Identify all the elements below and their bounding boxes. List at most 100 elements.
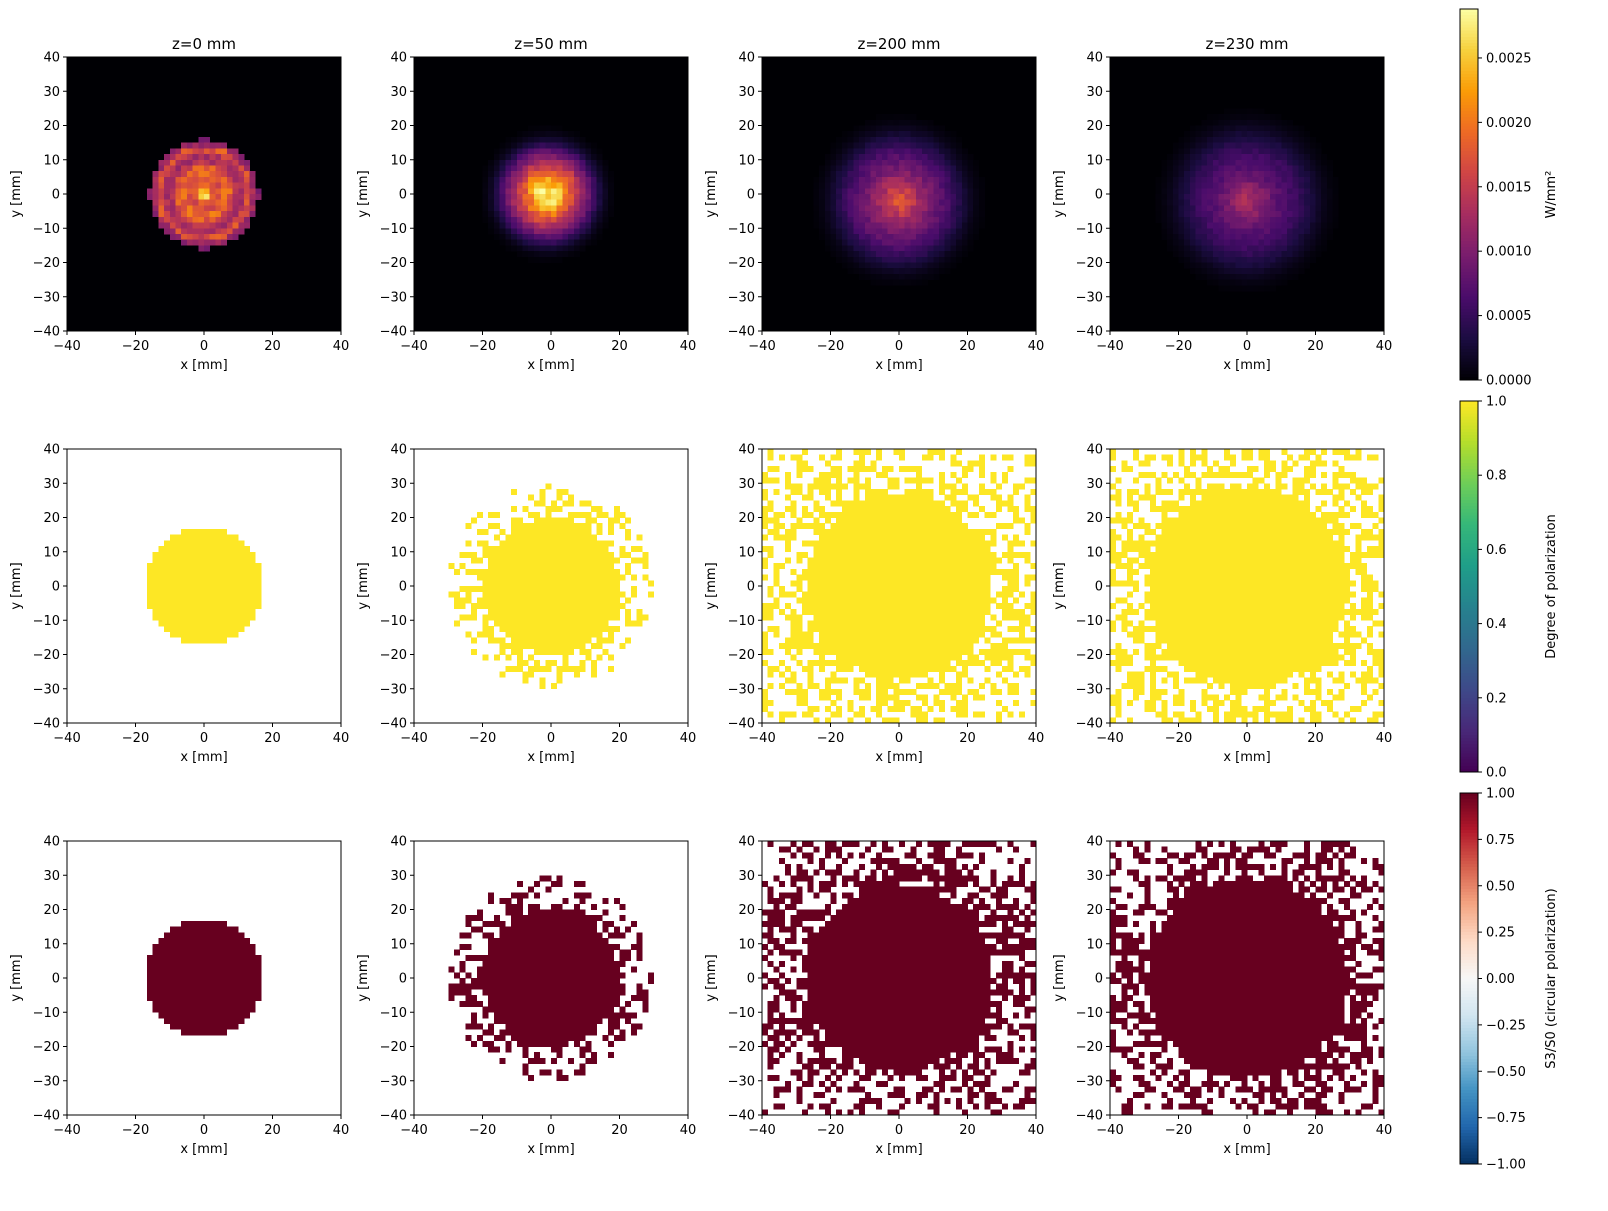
heatmap-cell bbox=[539, 154, 546, 161]
heatmap-cell bbox=[801, 631, 808, 638]
heatmap-cell bbox=[545, 523, 552, 530]
heatmap-cell bbox=[545, 506, 552, 513]
heatmap-cell bbox=[1309, 148, 1316, 155]
heatmap-cell bbox=[1189, 154, 1196, 161]
heatmap-cell bbox=[938, 251, 945, 258]
heatmap-cell bbox=[881, 677, 888, 684]
heatmap-cells bbox=[482, 125, 615, 263]
heatmap-cell bbox=[904, 251, 911, 258]
heatmap-cell bbox=[1326, 233, 1333, 240]
heatmap-cell bbox=[545, 625, 552, 632]
heatmap-cell bbox=[819, 591, 826, 598]
heatmap-cell bbox=[1189, 194, 1196, 201]
heatmap-cell bbox=[1326, 216, 1333, 223]
heatmap-cell bbox=[1315, 194, 1322, 201]
heatmap-cell bbox=[973, 216, 980, 223]
heatmap-cell bbox=[881, 142, 888, 149]
heatmap-cell bbox=[921, 551, 928, 558]
heatmap-cell bbox=[876, 665, 883, 672]
heatmap-cell bbox=[642, 574, 649, 581]
x-tick-label: −40 bbox=[400, 731, 427, 746]
heatmap-cell bbox=[938, 488, 945, 495]
heatmap-cell bbox=[232, 620, 239, 627]
heatmap-cell bbox=[876, 211, 883, 218]
heatmap-cell bbox=[226, 597, 233, 604]
heatmap-cell bbox=[927, 528, 934, 535]
heatmap-cell bbox=[887, 176, 894, 183]
y-tick-label: 30 bbox=[1086, 85, 1103, 100]
heatmap-cell bbox=[556, 494, 563, 501]
heatmap-cell bbox=[1178, 171, 1185, 178]
heatmap-cell bbox=[1195, 159, 1202, 166]
heatmap-cell bbox=[899, 665, 906, 672]
heatmap-cell bbox=[243, 563, 250, 570]
heatmap-cell bbox=[813, 506, 820, 513]
heatmap-cell bbox=[1235, 119, 1242, 126]
heatmap-cell bbox=[933, 171, 940, 178]
heatmap-cell bbox=[950, 148, 957, 155]
heatmap-cell bbox=[881, 222, 888, 229]
heatmap-cell bbox=[864, 528, 871, 535]
heatmap-cell bbox=[870, 488, 877, 495]
heatmap-cell bbox=[511, 228, 518, 235]
heatmap-cell bbox=[539, 546, 546, 553]
heatmap-cell bbox=[556, 211, 563, 218]
heatmap-cell bbox=[996, 717, 1003, 724]
heatmap-cell bbox=[996, 620, 1003, 627]
heatmap-cell bbox=[1013, 625, 1020, 632]
heatmap-cell bbox=[927, 131, 934, 138]
heatmap-cell bbox=[198, 239, 205, 246]
heatmap-cell bbox=[961, 631, 968, 638]
heatmap-cell bbox=[1235, 131, 1242, 138]
heatmap-cell bbox=[973, 574, 980, 581]
heatmap-cell bbox=[824, 705, 831, 712]
heatmap-cell bbox=[198, 591, 205, 598]
heatmap-cell bbox=[608, 591, 615, 598]
heatmap-cell bbox=[1241, 136, 1248, 143]
heatmap-cell bbox=[859, 568, 866, 575]
heatmap-cell bbox=[568, 239, 575, 246]
heatmap-cell bbox=[613, 614, 620, 621]
heatmap-cell bbox=[232, 540, 239, 547]
heatmap-cell bbox=[950, 523, 957, 530]
heatmap-cell bbox=[499, 625, 506, 632]
heatmap-cell bbox=[950, 216, 957, 223]
heatmap-cell bbox=[790, 454, 797, 461]
heatmap-cell bbox=[841, 665, 848, 672]
heatmap-cell bbox=[944, 268, 951, 275]
heatmap-cell bbox=[1212, 256, 1219, 263]
heatmap-cell bbox=[978, 648, 985, 655]
heatmap-cell bbox=[1275, 216, 1282, 223]
y-tick-label: 20 bbox=[390, 119, 407, 134]
heatmap-cell bbox=[893, 256, 900, 263]
heatmap-cell bbox=[1224, 256, 1231, 263]
heatmap-cell bbox=[801, 597, 808, 604]
heatmap-cell bbox=[192, 580, 199, 587]
heatmap-cell bbox=[1247, 188, 1254, 195]
heatmap-cell bbox=[482, 188, 489, 195]
heatmap-cell bbox=[164, 216, 171, 223]
heatmap-cell bbox=[824, 222, 831, 229]
heatmap-cell bbox=[625, 517, 632, 524]
heatmap-cell bbox=[956, 551, 963, 558]
heatmap-cell bbox=[1172, 245, 1179, 252]
heatmap-cell bbox=[1264, 176, 1271, 183]
heatmap-cell bbox=[973, 188, 980, 195]
heatmap-cell bbox=[1030, 597, 1037, 604]
heatmap-cell bbox=[978, 471, 985, 478]
heatmap-cell bbox=[881, 660, 888, 667]
heatmap-cell bbox=[1275, 273, 1282, 280]
y-tick-label: 30 bbox=[390, 85, 407, 100]
heatmap-cell bbox=[1161, 222, 1168, 229]
heatmap-cell bbox=[545, 534, 552, 541]
heatmap-cell bbox=[944, 256, 951, 263]
heatmap-cell bbox=[916, 273, 923, 280]
heatmap-cell bbox=[1218, 131, 1225, 138]
heatmap-cell bbox=[1247, 273, 1254, 280]
heatmap-cell bbox=[870, 580, 877, 587]
heatmap-cell bbox=[568, 188, 575, 195]
heatmap-cell bbox=[916, 643, 923, 650]
heatmap-cell bbox=[243, 551, 250, 558]
heatmap-cell bbox=[1269, 159, 1276, 166]
heatmap-cell bbox=[916, 534, 923, 541]
